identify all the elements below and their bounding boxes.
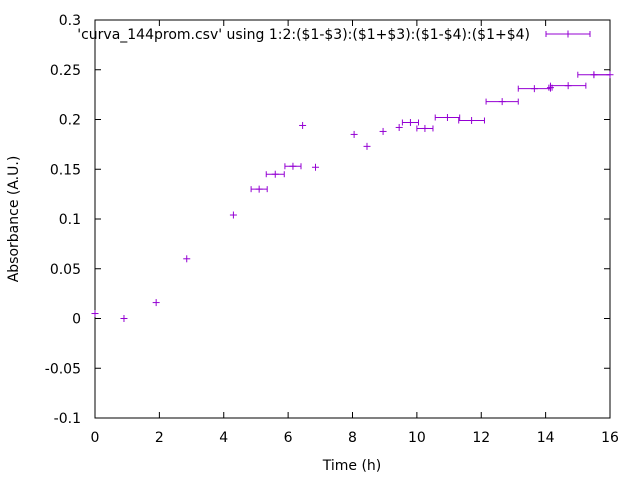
y-tick-label: -0.05 — [45, 361, 81, 377]
data-point — [265, 170, 285, 178]
data-point — [284, 162, 302, 170]
data-point — [311, 163, 319, 171]
y-axis-title: Absorbance (A.U.) — [6, 156, 22, 283]
y-axis: -0.1 -0.05 0 0.05 0.1 0.15 0.2 0.25 0.3 — [45, 13, 610, 427]
data-point — [517, 85, 551, 93]
data-point — [416, 124, 434, 132]
x-tick-label: 16 — [601, 430, 619, 446]
y-tick-label: 0.05 — [50, 262, 81, 278]
data-point — [350, 130, 358, 138]
x-axis-title: Time (h) — [322, 458, 382, 474]
legend: 'curva_144prom.csv' using 1:2:($1-$3):($… — [77, 27, 591, 43]
x-axis: 0 2 4 6 8 10 12 14 16 — [91, 20, 619, 446]
data-point — [229, 211, 237, 219]
data-point — [120, 315, 128, 322]
legend-label: 'curva_144prom.csv' using 1:2:($1-$3):($… — [77, 27, 530, 43]
x-tick-label: 14 — [537, 430, 555, 446]
x-tick-label: 0 — [91, 430, 100, 446]
y-tick-label: 0.1 — [59, 212, 81, 228]
data-point — [183, 255, 191, 263]
plot-frame — [94, 19, 611, 419]
y-tick-label: 0 — [72, 312, 81, 328]
data-series — [91, 71, 614, 322]
x-tick-label: 8 — [348, 430, 357, 446]
data-point — [152, 299, 160, 307]
x-tick-label: 2 — [155, 430, 164, 446]
x-tick-label: 12 — [472, 430, 490, 446]
data-point — [401, 118, 419, 126]
data-point — [485, 98, 519, 106]
x-tick-label: 10 — [408, 430, 426, 446]
y-tick-label: 0.3 — [59, 13, 81, 29]
data-point — [593, 71, 614, 79]
data-point — [395, 123, 403, 131]
data-point — [91, 310, 99, 318]
data-point — [549, 82, 587, 90]
data-point — [299, 121, 307, 129]
x-tick-label: 6 — [284, 430, 293, 446]
data-point — [379, 127, 387, 135]
data-point — [458, 116, 485, 124]
y-tick-label: -0.1 — [54, 411, 81, 427]
data-point — [434, 114, 461, 122]
data-point — [250, 185, 268, 193]
x-tick-label: 4 — [219, 430, 228, 446]
y-tick-label: 0.15 — [50, 162, 81, 178]
y-tick-label: 0.25 — [50, 63, 81, 79]
data-point — [363, 142, 371, 150]
legend-key — [545, 30, 591, 38]
y-tick-label: 0.2 — [59, 113, 81, 129]
